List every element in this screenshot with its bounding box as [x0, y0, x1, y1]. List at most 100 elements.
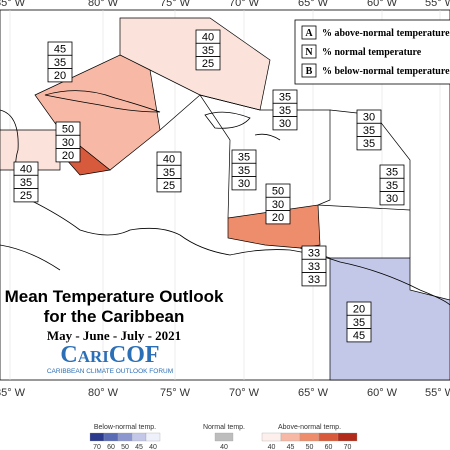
- value-text: 35: [363, 125, 375, 137]
- colorbar-swatch: [103, 432, 119, 442]
- colorbar-tick: 50: [121, 444, 129, 450]
- colorbar-swatch: [145, 432, 161, 442]
- colorbar-tick: 40: [268, 444, 276, 450]
- legend-key: N: [305, 47, 313, 58]
- lon-labels-top: 85° W 80° W 75° W 70° W 65° W 60° W 55° W: [0, 0, 450, 9]
- colorbar-swatch: [261, 432, 282, 442]
- value-text: 50: [62, 124, 74, 136]
- lon-label: 65° W: [298, 387, 329, 399]
- lon-label: 80° W: [88, 0, 119, 9]
- legend-key-box: [301, 44, 317, 59]
- value-text: 25: [20, 190, 32, 202]
- colorbar-swatch: [89, 432, 105, 442]
- value-cell: [301, 272, 327, 287]
- lon-labels-bottom: 85° W 80° W 75° W 70° W 65° W 60° W 55° W: [0, 387, 450, 399]
- value-text: 20: [353, 304, 365, 316]
- legend-key: A: [305, 28, 313, 39]
- legend-key-box: [301, 63, 317, 78]
- colorbar-tick: 70: [344, 444, 352, 450]
- lon-label: 65° W: [298, 0, 329, 9]
- colorbar-title: Below-normal temp.: [94, 424, 156, 431]
- colorbar-tick: 45: [287, 444, 295, 450]
- value-text: 30: [272, 199, 284, 211]
- colorbar-swatch: [214, 432, 234, 442]
- title-block: Mean Temperature Outlook for the Caribbe…: [5, 287, 224, 375]
- value-text: 35: [54, 57, 66, 69]
- legend-text: % above-normal temperature: [322, 28, 450, 39]
- lon-label: 60° W: [367, 387, 398, 399]
- value-text: 35: [238, 165, 250, 177]
- value-text: 33: [308, 248, 320, 260]
- colorbar-tick: 60: [325, 444, 333, 450]
- colorbar-tick: 60: [107, 444, 115, 450]
- title-line: Mean Temperature Outlook: [5, 287, 224, 306]
- value-text: 35: [163, 167, 175, 179]
- value-text: 33: [308, 274, 320, 286]
- colorbar-swatch: [299, 432, 320, 442]
- value-text: 35: [279, 92, 291, 104]
- lon-label: 70° W: [229, 387, 260, 399]
- value-text: 30: [238, 178, 250, 190]
- dates: May - June - July - 2021: [47, 328, 181, 343]
- value-cell: [13, 188, 39, 203]
- value-text: 35: [386, 180, 398, 192]
- value-text: 35: [238, 152, 250, 164]
- lon-label: 60° W: [367, 0, 398, 9]
- legend-key-box: [301, 25, 317, 40]
- colorbar-swatch: [337, 432, 358, 442]
- value-text: 40: [163, 154, 175, 166]
- lon-label: 85° W: [0, 387, 26, 399]
- value-text: 20: [54, 70, 66, 82]
- legend-text: % below-normal temperature: [322, 66, 450, 77]
- value-text: 35: [386, 167, 398, 179]
- value-text: 20: [62, 150, 74, 162]
- legend: A % above-normal temperature N % normal tem…: [294, 19, 450, 85]
- logo-tagline: CARIBBEAN CLIMATE OUTLOOK FORUM: [47, 368, 173, 375]
- title-line: for the Caribbean: [44, 307, 185, 326]
- value-cell: [195, 56, 221, 71]
- value-text: 40: [20, 164, 32, 176]
- value-text: 25: [202, 58, 214, 70]
- value-text: 25: [163, 180, 175, 192]
- value-cell: [265, 210, 291, 225]
- value-text: 33: [308, 261, 320, 273]
- colorbar-swatch: [318, 432, 339, 442]
- logo-name: CariCOF: [60, 342, 159, 368]
- legend-key: B: [306, 66, 313, 77]
- colorbar-swatch: [117, 432, 133, 442]
- value-text: 35: [202, 45, 214, 57]
- value-cell: [231, 176, 257, 191]
- value-cell: [346, 328, 372, 343]
- colorbar-title: Normal temp.: [203, 424, 245, 431]
- legend-box: [294, 19, 450, 85]
- lon-label: 75° W: [160, 387, 191, 399]
- colorbar-tick: 45: [135, 444, 143, 450]
- value-cell: [156, 178, 182, 193]
- value-text: 50: [272, 186, 284, 198]
- value-text: 45: [54, 44, 66, 56]
- colorbar-tick: 40: [220, 444, 228, 450]
- value-cell: [356, 136, 382, 151]
- colorbar-tick: 40: [149, 444, 157, 450]
- value-cell: [379, 191, 405, 206]
- value-text: 30: [279, 118, 291, 130]
- colorbar-tick: 70: [93, 444, 101, 450]
- value-text: 30: [386, 193, 398, 205]
- lon-label: 55° W: [425, 0, 450, 9]
- lon-label: 80° W: [88, 387, 119, 399]
- colorbar-tick: 50: [306, 444, 314, 450]
- value-text: 30: [62, 137, 74, 149]
- value-cell: [55, 148, 81, 163]
- colorbar-swatch: [131, 432, 147, 442]
